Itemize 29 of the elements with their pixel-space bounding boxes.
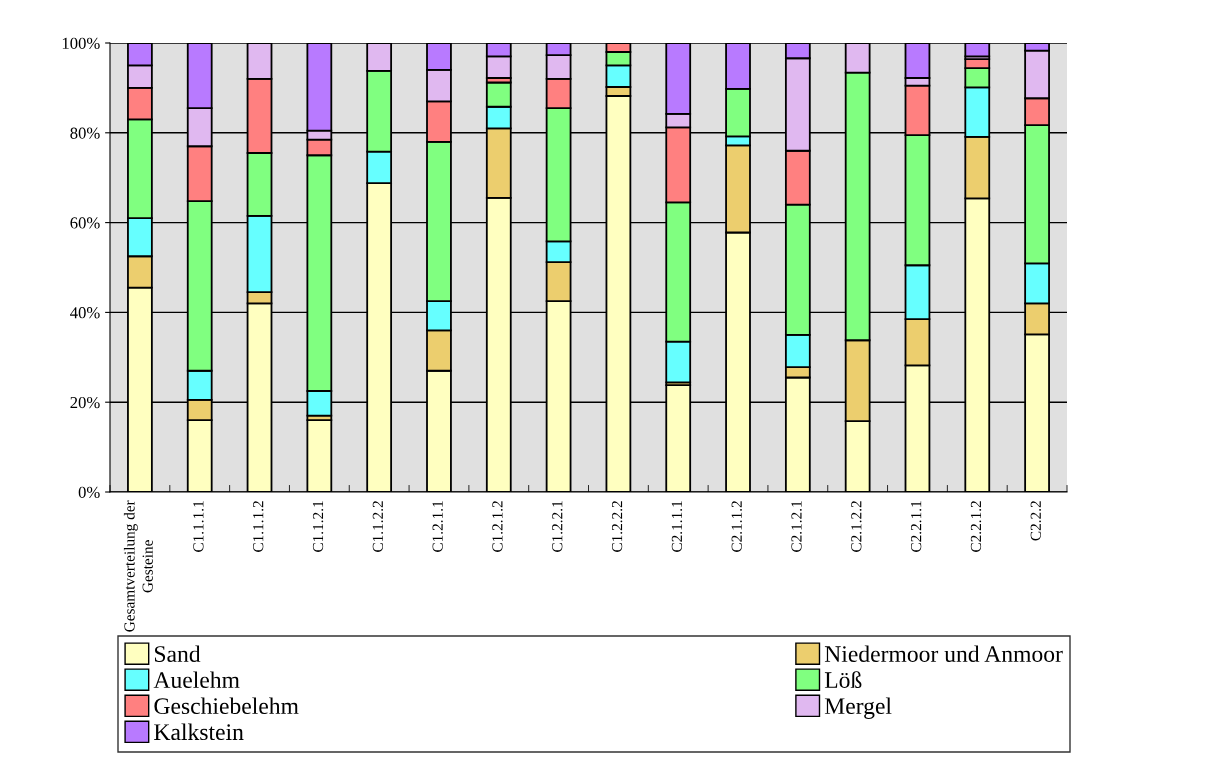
y-tick-label: 0% [78,486,100,498]
legend-label: Löß [824,671,862,689]
x-tick-label: C2.2.1.1 [911,501,922,552]
x-tick-label: C1.1.2.2 [372,501,384,552]
x-tick-label: C1.1.2.1 [312,501,324,552]
legend-label: Kalkstein [154,723,244,741]
y-tick-label: 60% [70,217,100,229]
x-tick-label: C2.1.2.1 [791,501,802,552]
x-tick-label: C2.1.2.2 [851,501,862,552]
x-tick-label: C1.2.1.2 [492,501,503,552]
legend-label: Mergel [824,697,892,719]
x-tick-label: C2.1.1.1 [671,501,683,552]
x-tick-label: C1.1.1.2 [253,501,264,552]
x-tick-label: C2.2.2 [1030,501,1041,541]
x-tick-label: C2.2.1.2 [970,501,982,552]
x-tick-label: C1.2.2.1 [552,501,563,552]
x-tick-label: Gesamtverteilung der Gesteine [123,500,153,632]
legend-label: Auelehm [153,671,240,689]
y-tick-label: 20% [70,396,100,409]
x-tick-label: C1.2.2.2 [611,501,623,552]
y-tick-label: 100% [62,37,100,49]
x-tick-label: C1.1.1.1 [193,501,204,552]
y-tick-label: 80% [70,127,100,139]
x-tick-label: C1.2.1.1 [432,501,443,552]
legend-label: Sand [155,645,201,662]
legend-label: Geschiebelehm [154,697,299,715]
legend-label: Niedermoor und Anmoor [824,645,1063,662]
y-tick-label: 40% [70,307,100,319]
x-tick-label: C2.1.1.2 [731,501,742,552]
